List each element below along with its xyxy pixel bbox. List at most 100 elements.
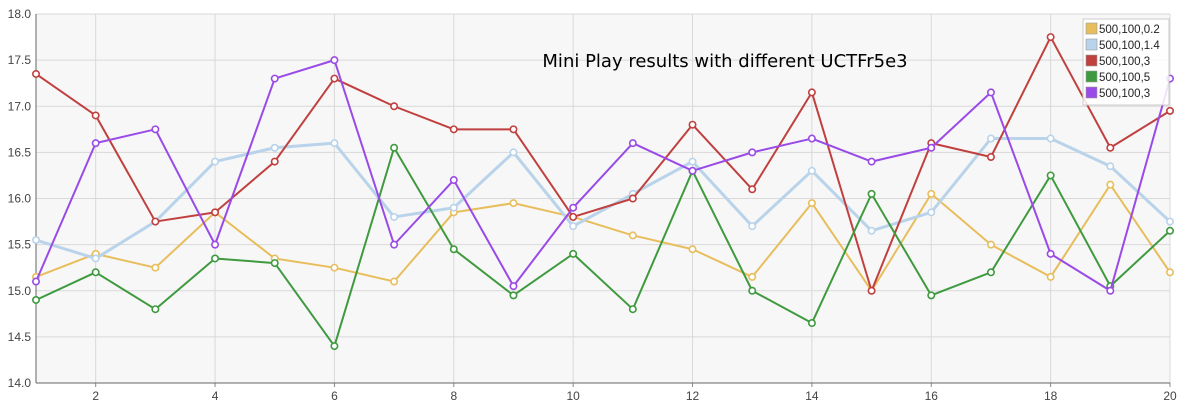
data-point	[748, 148, 757, 157]
data-point	[270, 157, 279, 166]
data-point	[867, 157, 876, 166]
legend-box	[1082, 18, 1170, 106]
data-point	[91, 254, 100, 263]
data-point	[748, 286, 757, 295]
data-point	[330, 56, 339, 65]
data-point	[211, 240, 220, 249]
series-lines	[31, 33, 1175, 351]
data-point	[1046, 33, 1055, 42]
legend-label: 500,100,3	[1099, 88, 1150, 100]
data-point	[509, 291, 518, 300]
x-tick-label: 14	[805, 389, 819, 403]
data-point	[330, 139, 339, 148]
legend-swatch	[1085, 22, 1098, 35]
legend-label: 500,100,1.4	[1099, 40, 1160, 52]
data-point	[1166, 268, 1175, 277]
data-point	[449, 203, 458, 212]
data-point	[449, 176, 458, 185]
data-point	[509, 148, 518, 157]
axes: 14.0 14.5 15.0 15.5 16.0 16.5 17.0 17.5 18.0 2 4 6 8…	[8, 7, 1177, 403]
data-point	[151, 263, 160, 272]
data-point	[270, 74, 279, 83]
y-tick-label: 15.5	[8, 238, 32, 252]
data-point	[390, 240, 399, 249]
legend-label: 500,100,5	[1099, 72, 1150, 84]
chart-title: Mini Play results with different UCTFr5e…	[542, 51, 907, 72]
data-point	[569, 249, 578, 258]
series-line	[35, 146, 1171, 348]
data-point	[390, 277, 399, 286]
data-point	[1106, 286, 1115, 295]
legend-swatch	[1085, 38, 1098, 51]
data-point	[807, 199, 816, 208]
y-tick-label: 18.0	[8, 7, 32, 21]
x-tick-label: 10	[566, 389, 580, 403]
data-point	[748, 185, 757, 194]
y-tick-label: 16.0	[8, 192, 32, 206]
data-point	[927, 189, 936, 198]
data-point	[31, 69, 40, 78]
data-point	[628, 139, 637, 148]
y-tick-label: 14.5	[8, 330, 32, 344]
data-point	[867, 286, 876, 295]
series-line	[35, 36, 1171, 292]
data-point	[151, 305, 160, 314]
data-point	[986, 268, 995, 277]
legend-swatch	[1085, 86, 1098, 99]
data-point	[1166, 106, 1175, 115]
data-point	[867, 189, 876, 198]
data-point	[569, 203, 578, 212]
data-point	[1106, 143, 1115, 152]
series-group	[31, 134, 1175, 263]
data-point	[509, 125, 518, 134]
y-tick-label: 17.5	[8, 53, 32, 67]
data-point	[986, 152, 995, 161]
data-point	[807, 319, 816, 328]
data-point	[748, 222, 757, 231]
legend-swatch	[1085, 54, 1098, 67]
data-point	[509, 282, 518, 291]
x-tick-label: 8	[450, 389, 457, 403]
data-point	[1046, 134, 1055, 143]
data-point	[927, 208, 936, 217]
data-point	[986, 240, 995, 249]
x-tick-label: 20	[1163, 389, 1177, 403]
data-point	[390, 102, 399, 111]
data-point	[688, 166, 697, 175]
data-point	[807, 166, 816, 175]
data-point	[807, 134, 816, 143]
data-point	[748, 272, 757, 281]
y-tick-label: 14.0	[8, 376, 32, 390]
data-point	[1106, 162, 1115, 171]
series-group	[31, 56, 1175, 295]
data-point	[688, 120, 697, 129]
data-point	[927, 291, 936, 300]
data-point	[31, 277, 40, 286]
data-point	[270, 143, 279, 152]
data-point	[688, 157, 697, 166]
data-point	[31, 236, 40, 245]
y-tick-label: 15.0	[8, 284, 32, 298]
data-point	[449, 245, 458, 254]
legend-swatch	[1085, 70, 1098, 83]
data-point	[1166, 226, 1175, 235]
data-point	[330, 342, 339, 351]
data-point	[628, 194, 637, 203]
x-tick-label: 2	[92, 389, 99, 403]
data-point	[1046, 249, 1055, 258]
data-point	[91, 268, 100, 277]
data-point	[986, 134, 995, 143]
data-point	[688, 245, 697, 254]
data-point	[390, 143, 399, 152]
series-line	[35, 59, 1171, 292]
series-line	[35, 137, 1172, 260]
grid-lines	[36, 13, 1171, 384]
data-point	[91, 111, 100, 120]
data-point	[867, 226, 876, 235]
legend: 500,100,0.2 500,100,1.4 500,100,3 500,100,5…	[1082, 18, 1170, 106]
data-point	[986, 88, 995, 97]
legend-label: 500,100,0.2	[1099, 24, 1160, 36]
data-point	[1106, 180, 1115, 189]
